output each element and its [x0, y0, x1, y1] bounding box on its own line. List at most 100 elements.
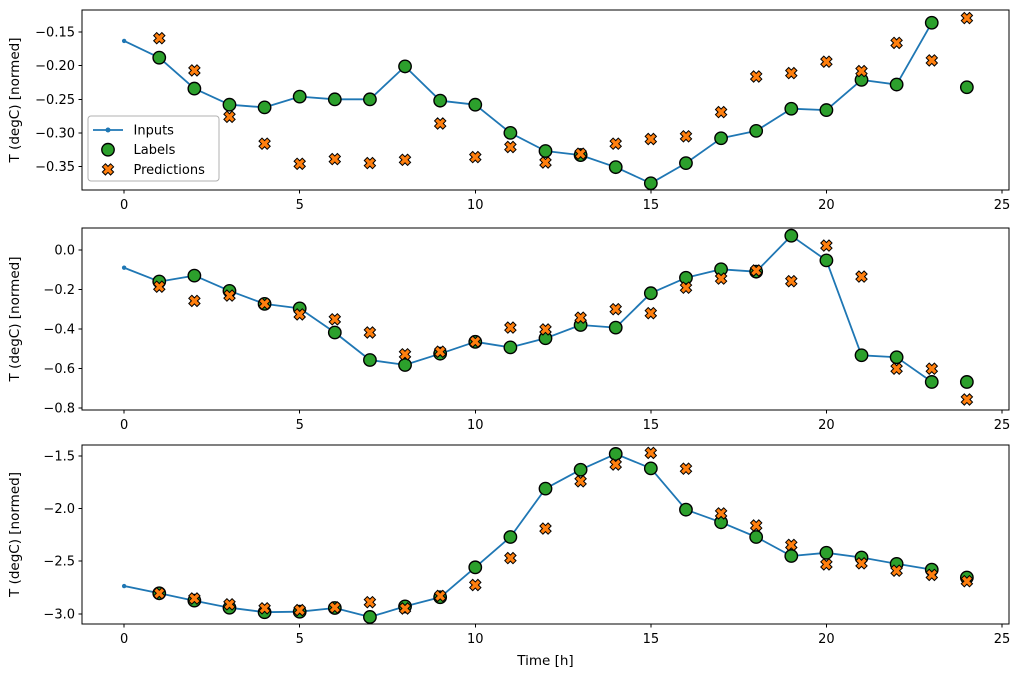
- y-tick-label: 0.0: [54, 243, 75, 258]
- prediction-marker: [363, 156, 377, 170]
- label-marker: [538, 144, 553, 158]
- prediction-marker: [433, 345, 447, 359]
- prediction-marker: [539, 156, 552, 169]
- prediction-marker: [188, 294, 201, 308]
- legend: Inputs Labels Predictions: [87, 115, 220, 182]
- y-tick-label: −0.35: [35, 160, 75, 175]
- prediction-marker: [644, 446, 658, 460]
- prediction-marker: [609, 137, 623, 151]
- prediction-marker: [398, 153, 412, 167]
- prediction-marker: [890, 362, 903, 376]
- prediction-marker: [820, 558, 833, 571]
- label-marker: [398, 59, 412, 74]
- label-marker: [608, 320, 623, 335]
- prediction-marker: [820, 55, 833, 69]
- label-marker: [503, 340, 518, 355]
- inputs-dot: [121, 583, 127, 589]
- prediction-marker: [679, 462, 693, 476]
- label-marker: [538, 481, 553, 496]
- legend-label: Labels: [134, 143, 176, 158]
- prediction-marker: [152, 31, 166, 45]
- x-axis-label: Time [h]: [516, 653, 573, 669]
- label-marker: [643, 286, 658, 301]
- prediction-marker: [855, 556, 868, 570]
- label-marker: [679, 502, 693, 517]
- y-tick-label: −2.0: [43, 502, 75, 517]
- legend-label: Predictions: [134, 163, 206, 178]
- predictions-points: [152, 239, 974, 406]
- label-marker: [959, 80, 974, 95]
- inputs-dot: [121, 38, 127, 44]
- prediction-marker: [363, 595, 377, 609]
- legend-inputs-dot: [105, 127, 111, 133]
- x-tick-label: 10: [467, 632, 484, 647]
- prediction-marker: [784, 538, 798, 552]
- x-tick-label: 5: [296, 632, 304, 647]
- y-tick-label: −0.25: [35, 93, 75, 108]
- prediction-marker: [539, 323, 552, 336]
- prediction-marker: [152, 280, 166, 294]
- prediction-marker: [679, 129, 693, 143]
- prediction-marker: [574, 311, 587, 325]
- prediction-marker: [960, 574, 974, 588]
- prediction-marker: [574, 147, 587, 161]
- label-marker: [819, 103, 834, 117]
- y-tick-label: −0.8: [43, 402, 75, 417]
- prediction-marker: [433, 589, 447, 603]
- prediction-marker: [293, 308, 307, 321]
- prediction-marker: [714, 507, 728, 520]
- x-tick-label: 10: [467, 198, 484, 213]
- prediction-marker: [258, 601, 271, 615]
- prediction-marker: [504, 551, 517, 565]
- prediction-marker: [468, 335, 482, 348]
- prediction-marker: [328, 312, 342, 326]
- prediction-marker: [749, 519, 763, 532]
- y-tick-label: −2.5: [43, 555, 75, 570]
- prediction-marker: [504, 321, 517, 334]
- label-marker: [608, 447, 623, 461]
- prediction-marker: [328, 601, 342, 614]
- legend-predictions-marker: [101, 163, 115, 176]
- axes-frame: [81, 9, 1010, 191]
- prediction-marker: [468, 150, 482, 164]
- subplot-3: 0 5 10 15 20 25 −1.5 −2.0 −2.5 −3.0 T (degC) [norm…: [7, 444, 1011, 669]
- labels-points: [152, 228, 974, 389]
- inputs-dot: [121, 265, 127, 270]
- x-tick-label: 0: [120, 418, 128, 433]
- label-marker: [643, 176, 658, 191]
- x-tick-label: 20: [818, 418, 835, 433]
- x-tick-label: 25: [994, 632, 1011, 647]
- prediction-marker: [784, 66, 798, 80]
- y-tick-label: −0.30: [35, 126, 75, 141]
- y-axis-label: T (degC) [normed]: [7, 38, 23, 164]
- prediction-marker: [855, 270, 868, 283]
- x-tick-label: 25: [994, 418, 1011, 433]
- axes-frame: [81, 227, 1010, 411]
- legend-labels-marker: [101, 142, 115, 157]
- x-tick-label: 0: [120, 198, 128, 213]
- prediction-marker: [468, 578, 482, 592]
- legend-frame: [87, 115, 220, 182]
- prediction-marker: [960, 393, 974, 406]
- label-marker: [784, 549, 799, 563]
- label-marker: [924, 375, 939, 389]
- label-marker: [959, 375, 974, 389]
- prediction-marker: [539, 522, 552, 535]
- label-marker: [749, 530, 764, 544]
- label-marker: [363, 610, 377, 624]
- predictions-points: [152, 446, 974, 617]
- prediction-marker: [784, 274, 798, 288]
- label-marker: [679, 156, 693, 171]
- prediction-marker: [749, 70, 763, 83]
- label-marker: [608, 160, 623, 175]
- prediction-marker: [398, 602, 412, 615]
- legend-label: Inputs: [134, 124, 175, 139]
- x-tick-label: 15: [643, 198, 660, 213]
- x-tick-label: 5: [296, 198, 304, 213]
- y-axis-label: T (degC) [normed]: [7, 257, 23, 383]
- y-axis-label: T (degC) [normed]: [7, 472, 23, 598]
- label-marker: [819, 545, 834, 560]
- label-marker: [643, 461, 658, 476]
